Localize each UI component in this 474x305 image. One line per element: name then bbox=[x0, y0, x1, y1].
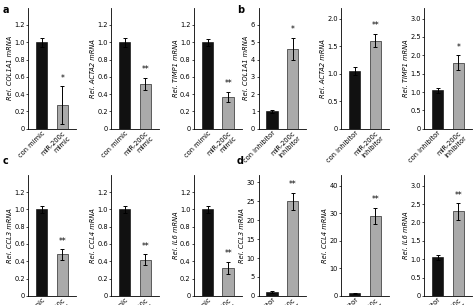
Text: *: * bbox=[61, 74, 64, 83]
Text: **: ** bbox=[224, 249, 232, 258]
Bar bbox=[287, 49, 298, 129]
Bar bbox=[287, 201, 298, 296]
Y-axis label: Rel. COL1A1 mRNA: Rel. COL1A1 mRNA bbox=[7, 36, 13, 100]
Text: b: b bbox=[237, 5, 244, 15]
Bar bbox=[119, 42, 130, 129]
Bar bbox=[349, 71, 360, 129]
Text: a: a bbox=[2, 5, 9, 15]
Y-axis label: Rel. CCL4 mRNA: Rel. CCL4 mRNA bbox=[90, 208, 96, 263]
Bar bbox=[119, 209, 130, 296]
Y-axis label: Rel. TIMP1 mRNA: Rel. TIMP1 mRNA bbox=[403, 39, 409, 97]
Y-axis label: Rel. CCL3 mRNA: Rel. CCL3 mRNA bbox=[239, 208, 245, 263]
Bar bbox=[36, 42, 47, 129]
Bar bbox=[432, 90, 443, 129]
Y-axis label: Rel. IL6 mRNA: Rel. IL6 mRNA bbox=[403, 211, 409, 259]
Y-axis label: Rel. COL1A1 mRNA: Rel. COL1A1 mRNA bbox=[244, 36, 249, 100]
Text: **: ** bbox=[455, 191, 462, 200]
Y-axis label: Rel. IL6 mRNA: Rel. IL6 mRNA bbox=[173, 211, 179, 259]
Text: **: ** bbox=[58, 236, 66, 246]
Bar bbox=[222, 97, 234, 129]
Y-axis label: Rel. ACTA2 mRNA: Rel. ACTA2 mRNA bbox=[320, 39, 326, 98]
Bar bbox=[453, 63, 464, 129]
Bar bbox=[432, 257, 443, 296]
Bar bbox=[266, 111, 278, 129]
Text: *: * bbox=[291, 25, 294, 34]
Bar bbox=[370, 216, 381, 296]
Bar bbox=[202, 42, 213, 129]
Bar bbox=[266, 292, 278, 296]
Bar bbox=[140, 84, 151, 129]
Bar bbox=[222, 268, 234, 296]
Bar bbox=[453, 211, 464, 296]
Text: **: ** bbox=[289, 180, 296, 189]
Y-axis label: Rel. ACTA2 mRNA: Rel. ACTA2 mRNA bbox=[90, 39, 96, 98]
Text: *: * bbox=[456, 43, 460, 52]
Bar bbox=[202, 209, 213, 296]
Y-axis label: Rel. TIMP1 mRNA: Rel. TIMP1 mRNA bbox=[173, 39, 179, 97]
Text: **: ** bbox=[372, 195, 379, 204]
Y-axis label: Rel. CCL4 mRNA: Rel. CCL4 mRNA bbox=[322, 208, 328, 263]
Bar bbox=[370, 41, 381, 129]
Bar bbox=[140, 260, 151, 296]
Text: **: ** bbox=[224, 79, 232, 88]
Bar bbox=[57, 105, 68, 129]
Bar bbox=[349, 293, 360, 296]
Bar bbox=[57, 254, 68, 296]
Text: **: ** bbox=[372, 21, 379, 30]
Text: d: d bbox=[237, 156, 244, 166]
Y-axis label: Rel. CCL3 mRNA: Rel. CCL3 mRNA bbox=[7, 208, 13, 263]
Text: **: ** bbox=[141, 65, 149, 74]
Text: c: c bbox=[2, 156, 8, 166]
Text: **: ** bbox=[141, 242, 149, 251]
Bar bbox=[36, 209, 47, 296]
